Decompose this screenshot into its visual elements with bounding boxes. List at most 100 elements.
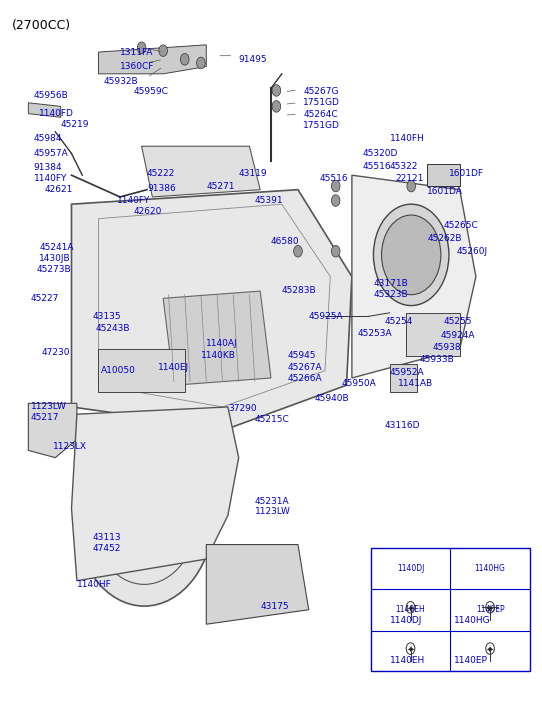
Text: 45217: 45217	[31, 414, 60, 422]
Text: 1601DA: 1601DA	[428, 187, 463, 196]
Text: 45391: 45391	[255, 196, 283, 205]
Text: 1123LX: 1123LX	[53, 442, 87, 451]
Circle shape	[331, 180, 340, 192]
Polygon shape	[28, 103, 61, 117]
Circle shape	[294, 246, 302, 257]
Text: 45260J: 45260J	[457, 246, 488, 256]
Text: 43171B: 43171B	[373, 279, 408, 289]
Text: 43119: 43119	[238, 169, 267, 178]
Text: 45516: 45516	[363, 162, 391, 171]
Circle shape	[74, 418, 215, 606]
Text: 42620: 42620	[133, 207, 162, 216]
Text: 22121: 22121	[395, 174, 423, 183]
Text: 43135: 43135	[93, 312, 122, 321]
Text: 1123LW: 1123LW	[255, 507, 291, 516]
Text: 45267A: 45267A	[287, 363, 322, 371]
Text: 1140FY: 1140FY	[34, 174, 67, 183]
Text: 45283B: 45283B	[282, 286, 317, 295]
Circle shape	[180, 54, 189, 65]
Polygon shape	[72, 190, 352, 429]
Text: 37290: 37290	[228, 404, 256, 413]
Polygon shape	[352, 175, 476, 378]
Text: 43116D: 43116D	[384, 420, 420, 430]
Text: 45231A: 45231A	[255, 497, 289, 505]
Text: 45323B: 45323B	[373, 290, 408, 300]
Text: 45956B: 45956B	[34, 91, 68, 100]
Text: 45273B: 45273B	[36, 265, 71, 274]
Bar	[406, 313, 460, 356]
Text: 45940B: 45940B	[314, 394, 349, 403]
Text: 45945: 45945	[287, 351, 315, 360]
Text: 45255: 45255	[443, 317, 472, 326]
Circle shape	[159, 45, 167, 57]
Text: 1140AJ: 1140AJ	[207, 340, 238, 348]
Text: 45952A: 45952A	[390, 368, 424, 377]
Polygon shape	[72, 407, 238, 581]
Polygon shape	[28, 403, 77, 458]
Polygon shape	[99, 45, 207, 74]
Text: 45924A: 45924A	[441, 332, 475, 340]
Circle shape	[197, 57, 205, 69]
Text: 47230: 47230	[42, 348, 70, 357]
Text: 45215C: 45215C	[255, 416, 289, 425]
Text: 45222: 45222	[147, 169, 175, 178]
Text: 45984: 45984	[34, 134, 62, 143]
Circle shape	[382, 215, 441, 294]
Text: 45322: 45322	[390, 162, 418, 171]
Text: 1140HF: 1140HF	[77, 580, 112, 589]
Text: 91386: 91386	[147, 184, 176, 193]
Text: 1140DJ: 1140DJ	[397, 564, 424, 573]
Text: 45950A: 45950A	[341, 379, 376, 388]
Text: 45320D: 45320D	[363, 149, 398, 158]
Text: 45227: 45227	[31, 294, 60, 303]
Text: 1140HG: 1140HG	[475, 564, 506, 573]
Bar	[428, 164, 460, 186]
Text: 91495: 91495	[238, 55, 267, 64]
Text: 45933B: 45933B	[420, 356, 454, 364]
Text: (2700CC): (2700CC)	[12, 20, 72, 33]
Text: 42621: 42621	[44, 185, 73, 194]
Text: 1140FH: 1140FH	[390, 134, 424, 143]
Text: 1140EH: 1140EH	[390, 656, 425, 665]
Circle shape	[272, 100, 281, 112]
Circle shape	[112, 468, 177, 555]
Text: 1140EJ: 1140EJ	[158, 364, 189, 372]
Text: 45938: 45938	[433, 343, 461, 352]
Text: 45266A: 45266A	[287, 374, 322, 383]
Text: 1430JB: 1430JB	[39, 254, 71, 263]
Text: 1601DF: 1601DF	[449, 169, 484, 178]
Text: 45243B: 45243B	[96, 324, 130, 333]
Text: 45264C: 45264C	[304, 110, 338, 119]
Text: 1140HG: 1140HG	[454, 616, 491, 625]
Polygon shape	[163, 291, 271, 385]
Text: 1140EP: 1140EP	[454, 656, 488, 665]
Text: 1140EP: 1140EP	[476, 606, 505, 614]
Text: 1140FY: 1140FY	[117, 196, 151, 205]
Polygon shape	[99, 349, 185, 393]
Text: 1140KB: 1140KB	[201, 351, 236, 360]
Text: 45267G: 45267G	[304, 87, 339, 96]
Text: 1751GD: 1751GD	[304, 121, 340, 130]
Bar	[371, 548, 530, 671]
Text: 45253A: 45253A	[357, 329, 392, 337]
Text: 1140FD: 1140FD	[39, 109, 74, 119]
Text: 1140EH: 1140EH	[396, 606, 425, 614]
Text: 1311FA: 1311FA	[120, 47, 153, 57]
Text: 91384: 91384	[34, 164, 62, 172]
Text: A10050: A10050	[101, 366, 136, 375]
Text: 45241A: 45241A	[39, 243, 74, 252]
Circle shape	[331, 246, 340, 257]
Circle shape	[272, 84, 281, 96]
Text: 47452: 47452	[93, 544, 121, 553]
Text: 1360CF: 1360CF	[120, 62, 154, 71]
Text: Copyright: Copyright	[183, 322, 230, 332]
Polygon shape	[207, 545, 309, 624]
Circle shape	[331, 195, 340, 206]
Text: 1123LW: 1123LW	[31, 403, 67, 411]
Text: 45254: 45254	[384, 317, 412, 326]
Text: 43175: 43175	[260, 602, 289, 611]
Circle shape	[373, 204, 449, 305]
Text: 1751GD: 1751GD	[304, 98, 340, 108]
Text: ✦: ✦	[406, 646, 415, 656]
Text: 43113: 43113	[93, 533, 122, 542]
